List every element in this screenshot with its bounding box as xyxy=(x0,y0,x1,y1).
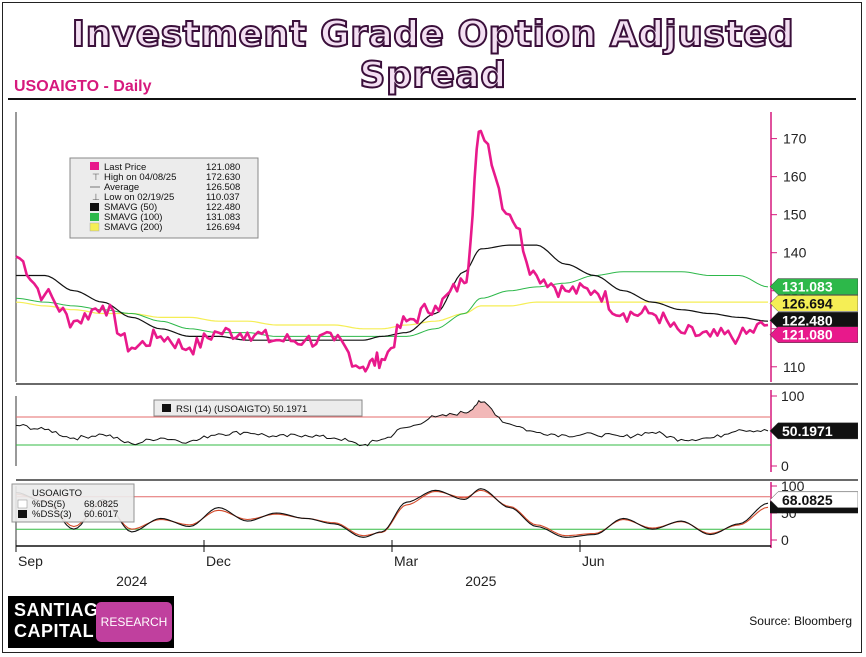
stochastic-legend: USOAIGTO %DS(5) 68.0825 %DSS(3) 60.6017 xyxy=(11,483,135,523)
stoch-ytick-label: 100 xyxy=(781,478,805,494)
price-series-smavg100 xyxy=(15,271,769,337)
rsi-series xyxy=(15,399,769,447)
legend-swatch-last-price xyxy=(90,162,99,170)
rsi-overbought-shade xyxy=(431,400,496,417)
legend-value-smavg50: 122.480 xyxy=(206,202,240,213)
legend-label-average: Average xyxy=(104,182,139,193)
legend-value-smavg200: 126.694 xyxy=(206,222,240,233)
legend-value-last-price: 121.080 xyxy=(206,162,240,173)
legend-swatch-ds xyxy=(17,499,28,509)
stoch-legend-ds-label: %DS(5) xyxy=(32,499,65,510)
legend-value-high: 172.630 xyxy=(206,172,240,183)
tag-ds-text: 68.0825 xyxy=(782,492,833,508)
stoch-legend-ds-value: 68.0825 xyxy=(84,499,118,510)
stoch-legend-title: USOAIGTO xyxy=(32,488,82,499)
rsi-legend-label: RSI (14) (USOAIGTO) 50.1971 xyxy=(176,404,307,415)
price-legend: Last Price 121.080 ⊤ High on 04/08/25 17… xyxy=(69,157,259,239)
source-note: Source: Bloomberg xyxy=(749,614,852,628)
price-series-last-price xyxy=(15,129,769,373)
legend-label-smavg50: SMAVG (50) xyxy=(104,202,157,213)
legend-swatch-smavg100 xyxy=(90,213,99,221)
legend-label-smavg100: SMAVG (100) xyxy=(104,212,162,223)
legend-low-icon: ⊥ xyxy=(92,192,100,202)
legend-swatch-dss xyxy=(18,510,27,518)
tag-last-price-shape xyxy=(769,326,858,343)
tag-rsi: 50.1971 xyxy=(769,422,858,440)
price-ytick-label: 160 xyxy=(783,169,807,185)
tag-smavg200-text: 126.694 xyxy=(782,295,833,311)
tag-smavg100: 131.083 xyxy=(769,278,858,295)
legend-swatch-smavg200 xyxy=(89,222,100,232)
legend-label-high: High on 04/08/25 xyxy=(104,172,176,183)
stoch-series-ds xyxy=(15,488,769,538)
tag-rsi-shape xyxy=(769,422,858,440)
x-month-label: Dec xyxy=(206,553,231,569)
tag-smavg50-shape xyxy=(769,312,858,329)
x-month-label: Sep xyxy=(18,553,43,569)
tag-smavg200-shape xyxy=(769,295,858,312)
tag-ds-shape xyxy=(769,491,858,509)
tag-smavg100-shape xyxy=(769,278,858,295)
x-month-label: Mar xyxy=(394,553,418,569)
logo-line-1: SANTIAGO xyxy=(14,600,114,620)
tag-smavg50: 122.480 xyxy=(769,312,858,329)
stoch-ytick-label: 0 xyxy=(781,532,789,548)
rsi-legend: RSI (14) (USOAIGTO) 50.1971 xyxy=(153,399,363,417)
legend-high-icon: ⊤ xyxy=(92,172,100,182)
price-ytick-label: 150 xyxy=(783,207,807,223)
legend-value-low: 110.037 xyxy=(206,192,240,203)
tag-rsi-text: 50.1971 xyxy=(782,423,833,439)
logo-line-2: CAPITAL xyxy=(14,621,95,641)
price-ytick-label: 170 xyxy=(783,131,807,147)
x-year-label: 2024 xyxy=(116,573,147,589)
ticker-subtitle: USOAIGTO - Daily xyxy=(14,78,152,95)
legend-swatch-smavg50 xyxy=(90,203,99,211)
legend-value-smavg100: 131.083 xyxy=(206,212,240,223)
rsi-ytick-label: 0 xyxy=(781,458,789,474)
legend-label-low: Low on 02/19/25 xyxy=(104,192,174,203)
tag-last-price: 121.080 xyxy=(769,326,858,343)
tag-last-price-text: 121.080 xyxy=(782,327,833,343)
stochastic-panel: 05010068.0825 xyxy=(15,478,858,548)
page-title: Investment Grade Option Adjusted Spread xyxy=(71,13,795,97)
tag-smavg100-text: 131.083 xyxy=(782,279,833,295)
x-axis: Sep Dec Mar Jun 2024 2025 xyxy=(15,540,771,589)
legend-value-average: 126.508 xyxy=(206,182,240,193)
price-ytick-label: 140 xyxy=(783,245,807,261)
x-month-label: Jun xyxy=(582,553,605,569)
rsi-ytick-label: 100 xyxy=(781,388,805,404)
stoch-legend-dss-value: 60.6017 xyxy=(84,509,118,520)
rsi-panel: 05010050.1971 xyxy=(15,388,858,481)
legend-swatch-rsi xyxy=(162,404,171,412)
tag-smavg50-text: 122.480 xyxy=(782,312,833,328)
price-series-smavg200 xyxy=(15,301,768,330)
stoch-legend-dss-label: %DSS(3) xyxy=(32,509,72,520)
research-badge: RESEARCH xyxy=(96,602,172,642)
tag-smavg200: 126.694 xyxy=(769,295,858,312)
x-year-label: 2025 xyxy=(465,573,496,589)
tag-ds: 68.0825 xyxy=(769,491,858,509)
bloomberg-chart: 110120130140150160170131.083126.694122.4… xyxy=(8,100,858,590)
logo-wordmark: SANTIAGO CAPITAL xyxy=(14,600,113,642)
legend-label-last-price: Last Price xyxy=(104,162,146,173)
price-ytick-label: 110 xyxy=(783,359,806,375)
santiago-capital-logo: SANTIAGO CAPITAL RESEARCH xyxy=(8,596,174,648)
legend-label-smavg200: SMAVG (200) xyxy=(104,222,162,233)
price-panel: 110120130140150160170131.083126.694122.4… xyxy=(15,112,858,385)
header-divider xyxy=(8,98,856,100)
price-series-smavg50 xyxy=(16,244,769,341)
